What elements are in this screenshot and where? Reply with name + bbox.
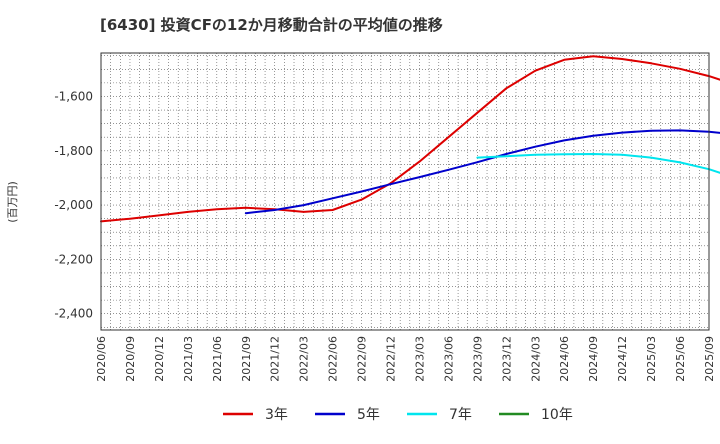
x-tick-label: 2024/09 [587,336,600,382]
x-tick-label: 2020/12 [153,336,166,382]
x-tick-label: 2021/03 [182,336,195,382]
x-tick-label: 2022/06 [327,336,340,382]
x-tick-label: 2024/12 [616,336,629,382]
x-tick-label: 2020/09 [124,336,137,382]
x-tick-label: 2025/06 [674,336,687,382]
x-tick-label: 2025/09 [703,336,716,382]
series-line-3 [476,153,720,174]
x-tick-label: 2024/03 [529,336,542,382]
x-tick-label: 2023/09 [471,336,484,382]
x-tick-label: 2022/09 [356,336,369,382]
x-tick-label: 2021/12 [269,336,282,382]
y-axis: -1,600 -1,800 -2,000 -2,200 -2,400 [54,89,93,320]
series-line-2 [244,129,720,215]
x-tick-label: 2023/12 [500,336,513,382]
x-tick-label: 2023/03 [413,336,426,382]
legend: 3年 5年 7年 10年 [223,407,573,423]
series-line-1 [100,55,720,223]
x-tick-label: 2020/06 [95,336,108,382]
series-lines [100,55,720,223]
y-tick-label: -2,200 [54,252,93,266]
legend-label: 5年 [357,407,380,423]
x-tick-label: 2024/06 [558,336,571,382]
y-tick-label: -2,000 [54,198,93,212]
x-tick-label: 2022/12 [385,336,398,382]
grid [100,53,710,330]
plot-frame [100,52,710,331]
y-tick-label: -1,600 [54,89,93,103]
y-axis-label: (百万円) [6,181,19,223]
legend-label: 7年 [449,407,472,423]
x-axis: 2020/06 2020/09 2020/12 2021/03 2021/06 2021/… [95,336,716,382]
y-tick-label: -2,400 [54,307,93,321]
x-tick-label: 2022/03 [298,336,311,382]
chart-title: [6430] 投資CFの12か月移動合計の平均値の推移 [100,16,443,34]
x-tick-label: 2025/03 [645,336,658,382]
x-tick-label: 2021/06 [211,336,224,382]
y-tick-label: -1,800 [54,144,93,158]
x-tick-label: 2021/09 [240,336,253,382]
x-tick-label: 2023/06 [442,336,455,382]
legend-label: 3年 [265,407,288,423]
legend-label: 10年 [541,407,573,423]
